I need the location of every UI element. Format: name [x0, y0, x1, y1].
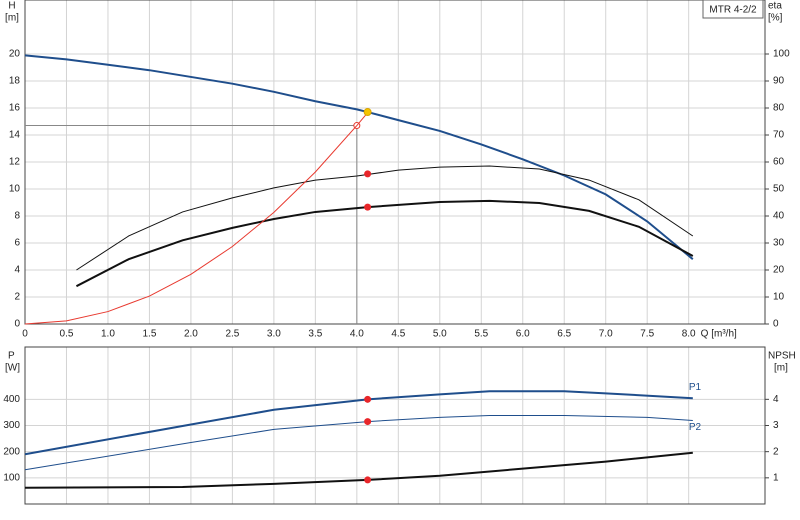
x-tick-label: 0.5	[60, 329, 74, 340]
x-tick-label: 0	[22, 329, 28, 340]
y2-axis-unit: [%]	[768, 13, 783, 24]
operating-point	[363, 108, 372, 117]
y2-axis-unit: [m]	[774, 363, 788, 374]
x-tick-label: 3.5	[308, 329, 322, 340]
series-label: P1	[689, 382, 702, 393]
x-tick-label: 2.5	[225, 329, 239, 340]
curve	[24, 110, 370, 325]
y-tick-label: 14	[9, 130, 21, 141]
y2-tick-label: 20	[773, 265, 785, 276]
x-tick-label: 8.0	[682, 329, 696, 340]
x-tick-label: 5.5	[474, 329, 488, 340]
x-tick-label: 1.5	[142, 329, 156, 340]
operating-point	[364, 476, 372, 484]
operating-point	[364, 395, 372, 403]
x-tick-label: 5.0	[433, 329, 447, 340]
y-axis-unit: [W]	[5, 363, 20, 374]
y-tick-label: 20	[9, 49, 21, 60]
operating-point	[364, 418, 372, 426]
y-tick-label: 8	[14, 211, 20, 222]
y-tick-label: 200	[3, 446, 20, 457]
y2-tick-label: 80	[773, 103, 785, 114]
series-label: P2	[689, 422, 702, 433]
curve	[24, 451, 693, 489]
y2-tick-label: 2	[773, 446, 779, 457]
y-tick-label: 100	[3, 472, 20, 483]
y2-tick-label: 0	[773, 319, 779, 330]
y-tick-label: 2	[14, 292, 20, 303]
y-axis-label: P	[8, 351, 15, 362]
x-tick-label: 4.0	[350, 329, 364, 340]
x-tick-label: 4.5	[391, 329, 405, 340]
x-tick-label: 6.5	[557, 329, 571, 340]
y2-tick-label: 60	[773, 157, 785, 168]
x-tick-label: 7.5	[640, 329, 654, 340]
y2-tick-label: 10	[773, 292, 785, 303]
plot-frame	[24, 0, 766, 325]
x-tick-label: 6.0	[516, 329, 530, 340]
y2-tick-label: 30	[773, 238, 785, 249]
y2-axis-label: NPSH	[768, 351, 796, 362]
operating-point	[364, 170, 372, 178]
y-tick-label: 6	[14, 238, 20, 249]
y2-tick-label: 100	[773, 49, 790, 60]
y-tick-label: 18	[9, 76, 21, 87]
x-axis-label: Q [m³/h]	[701, 329, 737, 340]
y2-tick-label: 1	[773, 472, 779, 483]
plot-frame	[24, 346, 766, 505]
y2-tick-label: 4	[773, 394, 779, 405]
y2-axis-label: eta	[768, 1, 782, 12]
y-axis-label: H	[8, 1, 15, 12]
y2-tick-label: 3	[773, 420, 779, 431]
chart-title: MTR 4-2/2	[709, 5, 757, 16]
curve	[75, 199, 694, 288]
x-tick-label: 3.0	[267, 329, 281, 340]
curve	[24, 415, 693, 471]
y-axis-unit: [m]	[5, 13, 19, 24]
y2-tick-label: 40	[773, 211, 785, 222]
y-tick-label: 0	[14, 319, 20, 330]
y2-tick-label: 90	[773, 76, 785, 87]
y2-tick-label: 50	[773, 184, 785, 195]
y-tick-label: 16	[9, 103, 21, 114]
curve	[24, 390, 693, 456]
y-tick-label: 300	[3, 420, 20, 431]
x-tick-label: 2.0	[184, 329, 198, 340]
y-tick-label: 400	[3, 394, 20, 405]
curve	[76, 165, 694, 271]
x-tick-label: 1.0	[101, 329, 115, 340]
y-tick-label: 4	[14, 265, 20, 276]
y2-tick-label: 70	[773, 130, 785, 141]
y-tick-label: 10	[9, 184, 21, 195]
x-tick-label: 7.0	[599, 329, 613, 340]
y-tick-label: 12	[9, 157, 21, 168]
title-box	[702, 0, 764, 19]
operating-point	[364, 203, 372, 211]
curve	[24, 54, 694, 260]
